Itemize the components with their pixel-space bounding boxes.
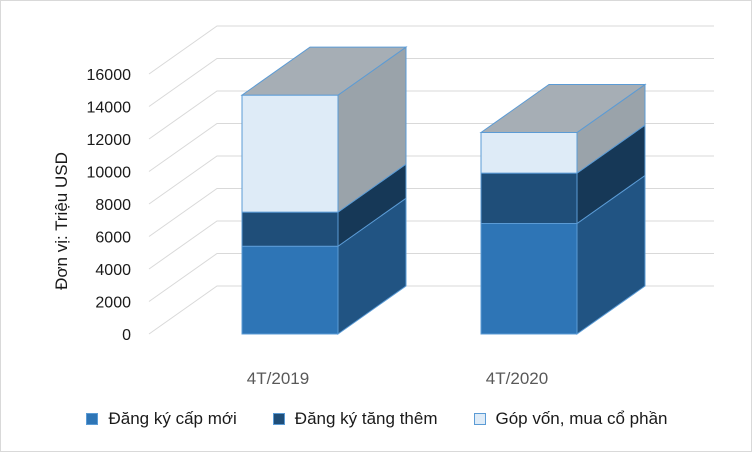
y-tick-label: 2000	[95, 295, 131, 312]
gridline	[148, 25, 714, 75]
y-tick-label: 0	[122, 327, 131, 344]
x-category-label: 4T/2020	[486, 369, 548, 388]
bars	[240, 46, 647, 335]
bar-segment	[241, 94, 339, 213]
x-category-label: 4T/2019	[247, 369, 309, 388]
y-tick-label: 6000	[95, 230, 131, 247]
y-axis-ticks: 0 2000 4000 6000 8000 10000 12000 14000 16000	[87, 67, 132, 344]
bar-segment	[241, 211, 339, 247]
legend-swatch	[86, 413, 99, 425]
y-tick-label: 12000	[87, 132, 132, 149]
gridline	[148, 58, 714, 107]
y-axis-title: Đơn vị: Triệu USD	[52, 152, 71, 290]
legend-label: Đăng ký tăng thêm	[294, 409, 438, 428]
bar-segment	[480, 223, 578, 335]
legend-swatch	[272, 413, 285, 425]
bar-top-face	[479, 84, 647, 133]
legend-item: Đăng ký cấp mới	[86, 409, 237, 429]
y-tick-label: 10000	[87, 165, 132, 182]
y-tick-label: 8000	[95, 197, 131, 214]
legend: Đăng ký cấp mới Đăng ký tăng thêm Góp vốn,…	[1, 409, 752, 429]
y-tick-label: 14000	[87, 100, 132, 117]
bar-segment	[241, 245, 339, 335]
x-axis-categories: 4T/2019 4T/2020	[247, 369, 548, 388]
gridlines	[148, 25, 714, 335]
bar-segment	[480, 172, 578, 224]
y-tick-label: 4000	[95, 262, 131, 279]
y-tick-label: 16000	[87, 67, 132, 84]
legend-item: Góp vốn, mua cổ phần	[473, 409, 668, 429]
legend-label: Đăng ký cấp mới	[108, 409, 237, 428]
legend-swatch	[473, 413, 486, 425]
bar-segment	[480, 132, 578, 174]
legend-label: Góp vốn, mua cổ phần	[495, 409, 668, 428]
legend-item: Đăng ký tăng thêm	[272, 409, 438, 429]
bar-top-face	[240, 46, 408, 96]
